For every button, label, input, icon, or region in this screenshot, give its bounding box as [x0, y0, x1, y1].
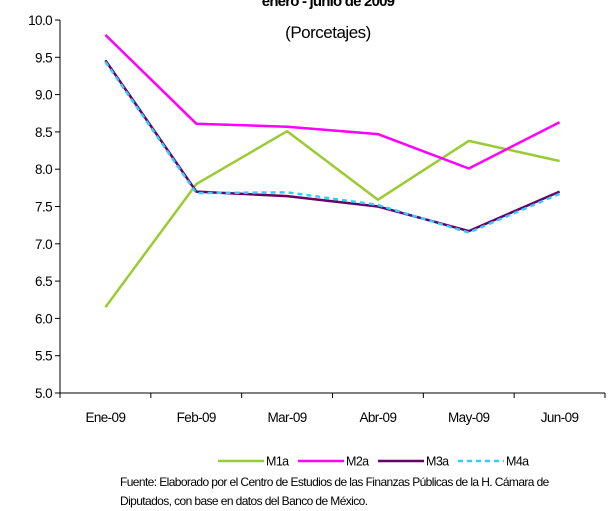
source-note: Fuente: Elaborado por el Centro de Estud… — [120, 475, 549, 508]
axes: 5.0 5.5 6.0 6.5 7.0 7.5 8.0 8.5 9.0 9.5 10.0 Ene-09… — [28, 13, 606, 425]
series-line-m2a — [104, 34, 561, 170]
legend-label: M2a — [346, 455, 369, 469]
legend-label: M3a — [426, 455, 449, 469]
y-tick-label: 8.0 — [35, 162, 52, 177]
x-tick-label: May-09 — [448, 410, 490, 425]
y-tick-label: 9.5 — [35, 50, 52, 65]
y-tick-label: 6.0 — [35, 311, 52, 326]
y-tick-label: 10.0 — [28, 13, 52, 28]
chart-subtitle: (Porcetajes) — [285, 23, 371, 42]
x-tick-label: Feb-09 — [177, 410, 216, 425]
y-tick-label: 6.5 — [35, 274, 52, 289]
y-tick-label: 7.0 — [35, 237, 52, 252]
x-tick-label: Jun-09 — [541, 410, 579, 425]
y-tick-label: 8.5 — [35, 125, 52, 140]
legend-label: M1a — [266, 455, 289, 469]
series-line-m3a — [104, 59, 561, 233]
x-tick-label: Abr-09 — [359, 410, 396, 425]
y-tick-label: 5.0 — [35, 386, 52, 401]
chart-title: enero - junio de 2009 — [262, 0, 395, 10]
series-line-m4a — [104, 61, 561, 234]
y-tick-label: 9.0 — [35, 88, 52, 103]
y-tick-label: 7.5 — [35, 200, 52, 215]
legend-label: M4a — [506, 455, 529, 469]
legend: M1a M2a M3a M4a — [218, 455, 530, 469]
x-tick-label: Mar-09 — [267, 410, 306, 425]
y-tick-label: 5.5 — [35, 349, 52, 364]
series-lines — [104, 34, 561, 308]
series-line-m1a — [104, 129, 560, 308]
x-tick-label: Ene-09 — [85, 410, 125, 425]
